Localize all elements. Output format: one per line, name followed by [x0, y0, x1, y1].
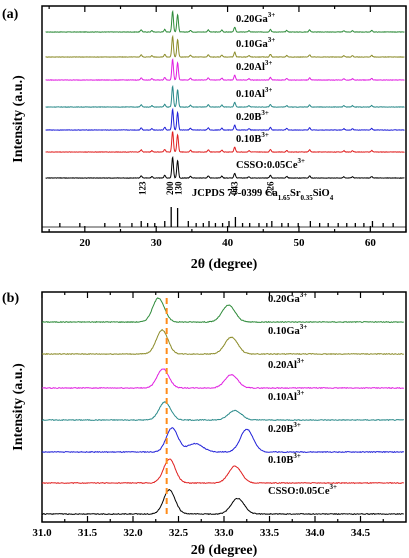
series-label: 0.10B3+ — [236, 131, 269, 145]
x-tick-label: 40 — [222, 237, 234, 249]
hkl-label: 200 — [165, 181, 175, 195]
hkl-label: 226 — [265, 181, 275, 195]
series-label: 0.10Al3+ — [236, 86, 272, 100]
series-line — [45, 155, 405, 179]
series-line — [45, 107, 405, 131]
series-line — [45, 34, 405, 58]
panel-a-x-ticks: 20 30 40 50 60 — [48, 6, 407, 249]
hkl-label: 123 — [138, 181, 148, 195]
panel-b: 31.0 31.5 32.0 32.5 33.0 33.5 34.0 34.5 0.20Ga3… — [2, 291, 407, 558]
x-tick-label: 34.0 — [305, 527, 325, 539]
series-label: 0.10Ga3+ — [236, 36, 275, 50]
series-line — [45, 131, 405, 153]
series-label: 0.20Ga3+ — [268, 291, 307, 305]
panel-b-series-labels: 0.20Ga3+ 0.10Ga3+ 0.20Al3+ 0.10Al3+ 0.20B3+ 0… — [268, 291, 337, 497]
panel-a-y-axis-title: Intensity (a.u.) — [11, 75, 26, 163]
series-line — [45, 84, 405, 108]
x-tick-label: 31.5 — [78, 527, 98, 539]
x-tick-label: 32.5 — [169, 527, 189, 539]
x-tick-label: 33.0 — [214, 527, 234, 539]
x-tick-label: 34.5 — [351, 527, 371, 539]
hkl-label: 043 — [230, 181, 240, 195]
series-label: CSSO:0.05Ce3+ — [236, 157, 305, 171]
panel-a-reference-label: JCPDS 77-0399 Ca1.65Sr0.35SiO4 — [192, 188, 334, 202]
panel-a-label: (a) — [2, 7, 19, 22]
panel-b-x-axis-title: 2θ (degree) — [191, 543, 258, 558]
series-label: 0.20Ga3+ — [236, 11, 275, 25]
x-tick-label: 30 — [151, 237, 163, 249]
series-line — [45, 58, 405, 81]
panel-b-y-axis-title: Intensity (a.u.) — [11, 363, 26, 451]
panel-a: 20 30 40 50 60 0.20Ga3+ 0.10Ga3+ 0.20Al3+ 0.10A… — [2, 5, 407, 272]
series-line — [41, 458, 404, 485]
panel-a-reference-lines — [42, 207, 406, 228]
series-label: 0.20Al3+ — [236, 59, 272, 73]
hkl-label: 130 — [173, 181, 183, 195]
series-line — [41, 297, 404, 324]
series-line — [41, 427, 404, 454]
series-label: 0.20Al3+ — [268, 357, 304, 371]
x-tick-label: 31.0 — [32, 527, 52, 539]
series-label: 0.20B3+ — [268, 421, 301, 435]
series-label: 0.10Ga3+ — [268, 323, 307, 337]
panel-a-frame — [41, 5, 407, 233]
series-label: 0.20B3+ — [236, 109, 269, 123]
x-tick-label: 32.0 — [123, 527, 143, 539]
panel-a-x-axis-title: 2θ (degree) — [191, 257, 258, 272]
series-line — [41, 328, 404, 356]
series-line — [41, 401, 405, 422]
x-tick-label: 33.5 — [260, 527, 280, 539]
panel-a-series-labels: 0.20Ga3+ 0.10Ga3+ 0.20Al3+ 0.10Al3+ 0.20B3+ 0… — [236, 11, 305, 171]
x-tick-label: 50 — [293, 237, 305, 249]
panel-b-label: (b) — [2, 291, 19, 306]
series-label: 0.10B3+ — [268, 452, 301, 466]
x-tick-label: 60 — [365, 237, 377, 249]
panel-b-frame — [41, 291, 407, 523]
series-label: 0.10Al3+ — [268, 389, 304, 403]
series-line — [45, 9, 405, 33]
series-label: CSSO:0.05Ce3+ — [268, 483, 337, 497]
panel-b-series — [41, 297, 405, 516]
x-tick-label: 20 — [79, 237, 91, 249]
series-line — [41, 489, 404, 516]
panel-a-series — [45, 9, 405, 179]
series-line — [41, 368, 405, 390]
panel-b-x-ticks: 31.0 31.5 32.0 32.5 33.0 33.5 34.0 34.5 — [32, 292, 384, 539]
